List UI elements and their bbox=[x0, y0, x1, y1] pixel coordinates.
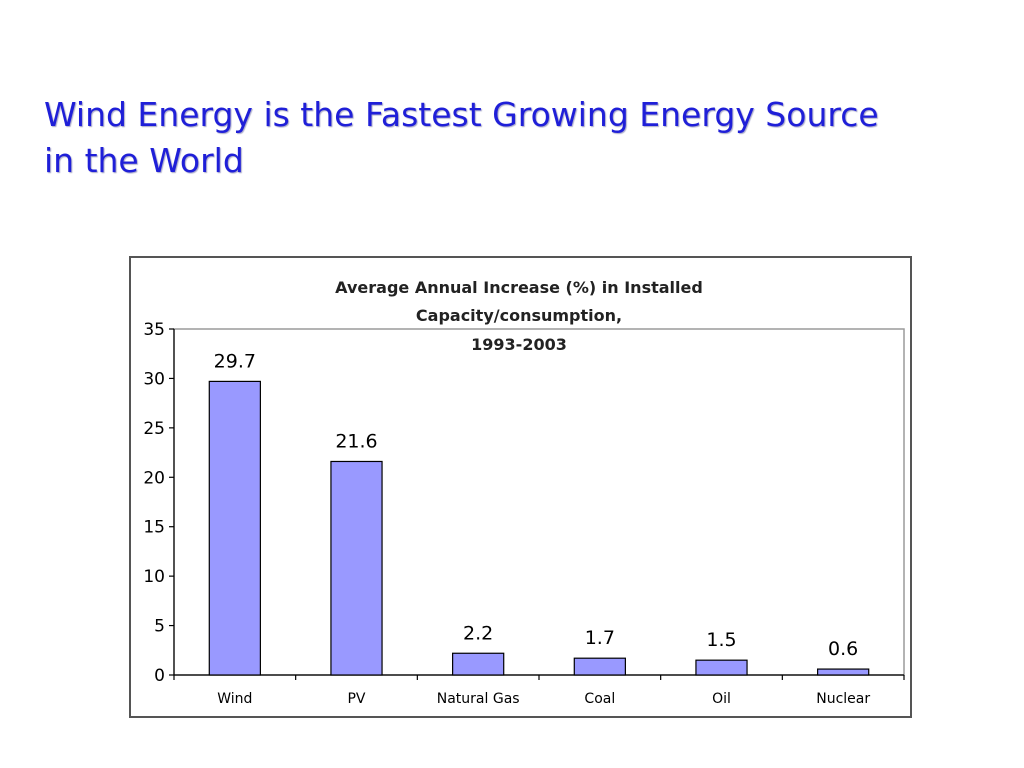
data-label: 1.7 bbox=[585, 627, 615, 649]
x-axis: Wind PV Natural Gas Coal Oil Nuclear bbox=[173, 674, 905, 707]
chart-title-line-3: 1993-2003 bbox=[471, 335, 567, 354]
y-tick-label: 25 bbox=[143, 419, 165, 439]
y-tick-label: 35 bbox=[143, 320, 165, 340]
y-tick-label: 5 bbox=[154, 617, 165, 637]
y-tick-label: 30 bbox=[143, 369, 165, 389]
bar-chart: Average Annual Increase (%) in Installed… bbox=[143, 278, 905, 707]
y-axis: 0 5 10 15 20 25 30 35 bbox=[143, 320, 175, 686]
bar-pv bbox=[330, 460, 383, 676]
bars bbox=[208, 380, 870, 676]
data-label: 21.6 bbox=[335, 430, 377, 452]
x-category-label: PV bbox=[347, 691, 365, 707]
x-category-label: Natural Gas bbox=[437, 691, 520, 707]
chart-title-line-1: Average Annual Increase (%) in Installed bbox=[335, 278, 703, 297]
data-label: 0.6 bbox=[828, 638, 858, 660]
data-label: 29.7 bbox=[214, 350, 256, 372]
data-label: 2.2 bbox=[463, 622, 493, 644]
slide-title: Wind Energy is the Fastest Growing Energ… bbox=[44, 92, 984, 184]
x-category-label: Wind bbox=[217, 691, 252, 707]
chart-frame: Average Annual Increase (%) in Installed… bbox=[129, 256, 912, 718]
plot-area-border bbox=[173, 328, 905, 676]
y-tick-label: 0 bbox=[154, 666, 165, 686]
bar-natural-gas bbox=[452, 652, 505, 676]
data-labels: 29.7 21.6 2.2 1.7 1.5 0.6 bbox=[214, 350, 859, 660]
y-tick-label: 20 bbox=[143, 468, 165, 488]
bar-coal bbox=[573, 657, 626, 676]
y-tick-label: 10 bbox=[143, 567, 165, 587]
bar-oil bbox=[695, 659, 748, 676]
y-tick-label: 15 bbox=[143, 518, 165, 538]
bar-nuclear bbox=[817, 668, 870, 676]
x-category-label: Nuclear bbox=[816, 691, 870, 707]
slide-title-line-1: Wind Energy is the Fastest Growing Energ… bbox=[44, 95, 879, 134]
x-category-label: Coal bbox=[584, 691, 615, 707]
x-category-label: Oil bbox=[712, 691, 731, 707]
slide-title-line-2: in the World bbox=[44, 141, 244, 180]
data-label: 1.5 bbox=[706, 629, 736, 651]
bar-wind bbox=[208, 380, 261, 676]
chart-title-line-2: Capacity/consumption, bbox=[416, 306, 622, 325]
